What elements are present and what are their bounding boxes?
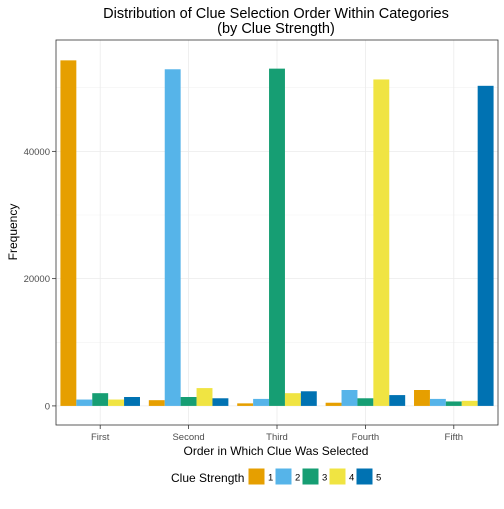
bar-second-strength-4 (196, 388, 213, 406)
chart-title: Distribution of Clue Selection Order Wit… (103, 6, 449, 22)
legend-key-5 (356, 468, 373, 485)
chart-subtitle: (by Clue Strength) (217, 21, 335, 37)
bar-fifth-strength-5 (477, 85, 494, 406)
bar-fourth-strength-1 (325, 402, 342, 406)
bar-fifth-strength-3 (445, 401, 462, 406)
legend-label-2: 2 (295, 473, 300, 484)
bar-third-strength-2 (253, 398, 270, 406)
bar-second-strength-1 (148, 400, 165, 406)
legend: Clue Strength 1 2 3 4 5 (171, 467, 381, 486)
bar-first-strength-3 (92, 393, 109, 406)
bar-first-strength-5 (124, 397, 140, 406)
bar-fourth-strength-4 (373, 79, 390, 406)
legend-key-3 (302, 468, 319, 485)
bar-first-strength-4 (108, 399, 125, 406)
bar-fifth-strength-2 (429, 398, 446, 406)
x-tick-label: First (91, 432, 110, 443)
y-tick-label: 0 (45, 401, 50, 412)
bar-second-strength-2 (164, 69, 181, 406)
bar-fourth-strength-5 (389, 395, 406, 406)
bar-first-strength-1 (60, 60, 77, 406)
x-tick-label: Second (172, 432, 204, 443)
bar-fifth-strength-1 (414, 390, 430, 406)
bar-first-strength-2 (76, 399, 93, 406)
bar-series-group (60, 60, 494, 406)
bar-fourth-strength-2 (341, 390, 358, 406)
x-tick-label: Fourth (352, 432, 379, 443)
legend-label-3: 3 (322, 473, 327, 484)
axes: 0 20000 40000 First Second Third Fourth Fifth (24, 147, 463, 443)
legend-key-1 (248, 468, 265, 485)
bar-second-strength-3 (180, 397, 197, 406)
y-tick-label: 40000 (24, 147, 50, 158)
x-axis-label: Order in Which Clue Was Selected (184, 444, 369, 458)
bar-second-strength-5 (212, 398, 229, 406)
bar-third-strength-5 (300, 391, 317, 406)
bar-third-strength-1 (237, 403, 254, 406)
bar-third-strength-4 (284, 393, 301, 406)
legend-key-2 (275, 468, 292, 485)
bar-fourth-strength-3 (357, 398, 374, 406)
bar-third-strength-3 (269, 68, 285, 406)
legend-label-1: 1 (268, 473, 273, 484)
x-tick-label: Fifth (445, 432, 463, 443)
legend-title: Clue Strength (171, 471, 244, 485)
legend-label-4: 4 (349, 473, 354, 484)
bar-fifth-strength-4 (461, 400, 478, 406)
legend-key-4 (329, 468, 346, 485)
x-tick-label: Third (266, 432, 288, 443)
legend-label-5: 5 (376, 473, 381, 484)
y-axis-label: Frequency (6, 204, 20, 261)
y-tick-label: 20000 (24, 274, 50, 285)
